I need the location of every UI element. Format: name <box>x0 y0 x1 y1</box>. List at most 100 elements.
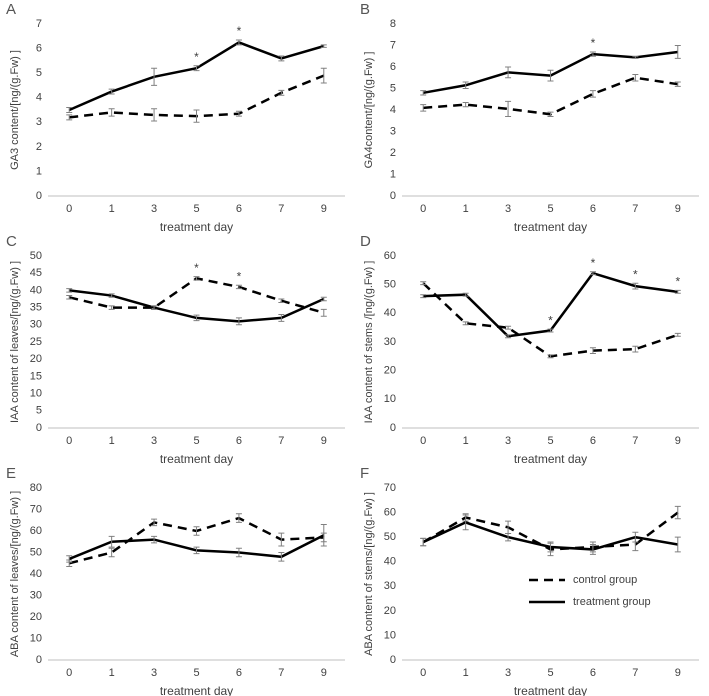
y-axis-label: IAA content of stems /[ng/(g.Fw) ] <box>363 261 375 424</box>
legend-label: treatment group <box>573 596 651 608</box>
error-bar <box>151 518 158 527</box>
error-bar <box>278 55 285 62</box>
x-tick-label: 9 <box>675 667 681 679</box>
y-tick-label: 5 <box>36 67 42 79</box>
x-axis-label: treatment day <box>514 684 587 696</box>
error-bar <box>235 110 242 117</box>
x-tick-label: 7 <box>632 203 638 215</box>
series-line <box>68 516 324 565</box>
error-bar <box>547 111 554 117</box>
y-tick-label: 2 <box>36 141 42 153</box>
y-tick-label: 40 <box>30 284 42 296</box>
error-bar <box>462 81 469 89</box>
y-axis-label: ABA content of leaves/[ng/(g.Fw) ] <box>9 491 21 657</box>
error-bar <box>632 345 639 353</box>
error-bar <box>632 531 639 543</box>
x-tick-label: 0 <box>420 667 426 679</box>
y-tick-label: 5 <box>36 405 42 417</box>
error-bar <box>420 104 427 112</box>
y-tick-label: 30 <box>30 319 42 331</box>
error-bar <box>589 271 596 276</box>
x-axis-label: treatment day <box>514 452 587 466</box>
x-tick-label: 0 <box>66 435 72 447</box>
y-tick-label: 4 <box>36 92 42 104</box>
error-bar <box>193 314 200 322</box>
y-tick-label: 6 <box>36 42 42 54</box>
y-tick-label: 7 <box>36 18 42 30</box>
error-bar <box>462 321 469 326</box>
error-bar <box>235 513 242 523</box>
error-bar <box>462 514 469 531</box>
x-tick-label: 7 <box>632 667 638 679</box>
x-tick-label: 3 <box>151 435 157 447</box>
significance-mark: * <box>194 261 199 275</box>
error-bar <box>547 69 554 82</box>
error-bar <box>151 108 158 122</box>
x-tick-label: 1 <box>109 435 115 447</box>
x-tick-label: 9 <box>675 435 681 447</box>
x-tick-label: 7 <box>278 667 284 679</box>
x-axis-label: treatment day <box>514 220 587 234</box>
y-tick-label: 0 <box>36 654 42 666</box>
x-tick-label: 0 <box>420 435 426 447</box>
y-tick-label: 20 <box>384 605 396 617</box>
panel-letter: D <box>360 233 371 250</box>
error-bar <box>674 81 681 87</box>
error-bar <box>66 295 73 300</box>
x-tick-label: 5 <box>193 435 199 447</box>
x-tick-label: 3 <box>505 203 511 215</box>
series-line <box>423 76 678 116</box>
error-bar <box>108 108 115 117</box>
error-bar <box>589 347 596 354</box>
significance-mark: * <box>591 36 596 50</box>
x-tick-label: 1 <box>463 435 469 447</box>
x-tick-label: 1 <box>109 203 115 215</box>
error-bar <box>589 544 596 555</box>
error-bar <box>632 55 639 59</box>
x-tick-label: 1 <box>463 667 469 679</box>
x-tick-label: 6 <box>590 667 596 679</box>
error-bar <box>462 292 469 297</box>
y-axis-label: IAA content of leaves/[ng/(g.Fw) ] <box>9 261 21 423</box>
panel-letter: A <box>6 1 16 18</box>
error-bar <box>66 107 73 113</box>
error-bar <box>420 294 427 299</box>
y-tick-label: 0 <box>390 422 396 434</box>
error-bar <box>547 328 554 333</box>
y-tick-label: 8 <box>390 18 396 30</box>
y-tick-label: 10 <box>384 393 396 405</box>
y-tick-label: 60 <box>384 250 396 262</box>
panel-letter: F <box>360 465 369 482</box>
error-bar <box>547 354 554 359</box>
y-tick-label: 50 <box>384 531 396 543</box>
x-tick-label: 5 <box>547 667 553 679</box>
x-tick-label: 0 <box>66 203 72 215</box>
significance-mark: * <box>237 269 242 283</box>
significance-mark: * <box>194 50 199 64</box>
x-axis-label: treatment day <box>160 684 233 696</box>
y-tick-label: 60 <box>30 525 42 537</box>
y-tick-label: 7 <box>390 39 396 51</box>
error-bar <box>674 536 681 553</box>
error-bar <box>505 532 512 542</box>
error-bar <box>66 555 73 563</box>
y-tick-label: 70 <box>30 503 42 515</box>
error-bar <box>320 44 327 48</box>
panel-letter: B <box>360 1 370 18</box>
significance-mark: * <box>548 313 553 327</box>
error-bar <box>547 541 554 553</box>
error-bar <box>320 524 327 547</box>
x-tick-label: 3 <box>505 667 511 679</box>
y-tick-label: 10 <box>384 629 396 641</box>
x-tick-label: 3 <box>151 667 157 679</box>
error-bar <box>193 546 200 555</box>
error-bar <box>674 332 681 337</box>
error-bar <box>151 535 158 544</box>
error-bar <box>674 505 681 520</box>
y-tick-label: 15 <box>30 370 42 382</box>
y-axis-label: ABA content of stems/[ng/(g.Fw) ] <box>363 492 375 656</box>
error-bar <box>108 88 115 95</box>
x-tick-label: 6 <box>590 435 596 447</box>
y-tick-label: 6 <box>390 61 396 73</box>
